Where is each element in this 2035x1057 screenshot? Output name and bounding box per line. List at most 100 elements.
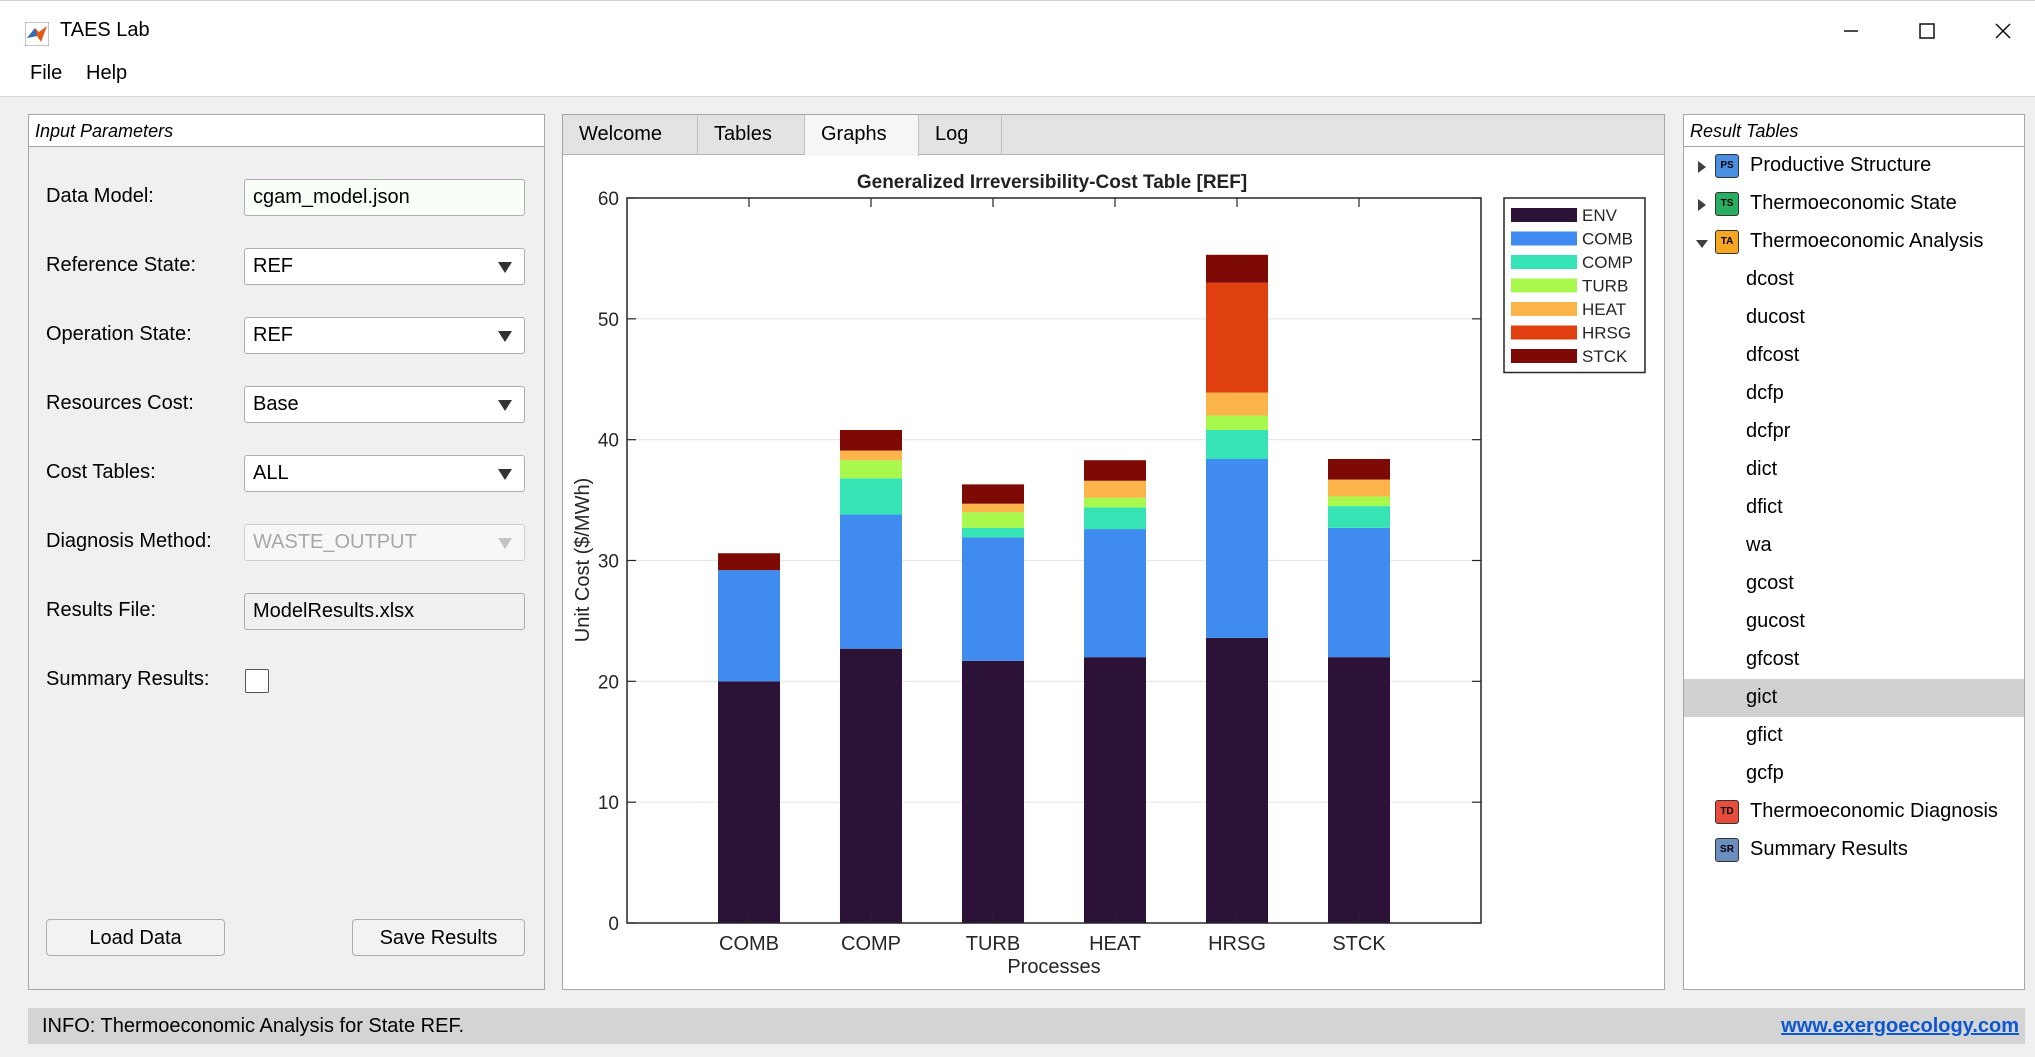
legend-swatch-heat xyxy=(1511,302,1577,316)
tree-leaf-label: gfict xyxy=(1746,724,1783,746)
ts-badge-icon: TS xyxy=(1715,192,1739,216)
y-tick-label: 40 xyxy=(598,431,619,452)
input-parameters-title: Input Parameters xyxy=(29,115,544,147)
diagnosis-method-label: Diagnosis Method: xyxy=(46,530,212,552)
tree-leaf-dfict[interactable]: dfict xyxy=(1684,489,2024,527)
y-tick-label: 10 xyxy=(598,793,619,814)
bar-segment-comp-heat xyxy=(1084,507,1146,530)
expand-right-icon[interactable] xyxy=(1698,199,1706,211)
x-axis-label: Processes xyxy=(1007,956,1100,978)
bar-segment-env-turb xyxy=(962,660,1024,923)
input-parameters-panel: Input Parameters Data Model: cgam_model.… xyxy=(28,114,545,990)
results-file-field[interactable]: ModelResults.xlsx xyxy=(244,593,525,630)
bar-segment-turb-heat xyxy=(1084,497,1146,508)
irreversibility-cost-chart: Generalized Irreversibility-Cost Table [… xyxy=(572,172,1646,978)
results-file-label: Results File: xyxy=(46,599,157,621)
tree-item-label: Thermoeconomic Analysis xyxy=(1750,230,1984,252)
tree-item-thermoeconomic-state[interactable]: TS Thermoeconomic State xyxy=(1684,185,2024,223)
legend-label-heat: HEAT xyxy=(1582,300,1626,319)
tree-leaf-gict[interactable]: gict xyxy=(1684,679,2024,717)
bar-segment-heat-turb xyxy=(962,503,1024,513)
bar-segment-stck-heat xyxy=(1084,460,1146,481)
bar-segment-comb-hrsg xyxy=(1206,459,1268,638)
ta-badge-icon: TA xyxy=(1715,230,1739,254)
bar-segment-heat-heat xyxy=(1084,480,1146,498)
minimize-button[interactable] xyxy=(1813,1,1889,61)
cost-tables-dropdown[interactable]: ALL xyxy=(244,455,525,492)
matlab-logo-icon xyxy=(25,22,49,46)
tree-leaf-label: gucost xyxy=(1746,610,1805,632)
x-tick-label: COMB xyxy=(719,933,779,955)
bar-segment-env-heat xyxy=(1084,657,1146,923)
tree-leaf-dcost[interactable]: dcost xyxy=(1684,261,2024,299)
bar-segment-heat-stck xyxy=(1328,479,1390,497)
y-tick-label: 30 xyxy=(598,552,619,573)
tree-leaf-gcost[interactable]: gcost xyxy=(1684,565,2024,603)
y-tick-label: 0 xyxy=(608,914,619,935)
tree-leaf-label: dfict xyxy=(1746,496,1783,518)
tree-item-label: Thermoeconomic State xyxy=(1750,192,1957,214)
tree-item-summary-results[interactable]: SR Summary Results xyxy=(1684,831,2024,869)
tree-leaf-dfcost[interactable]: dfcost xyxy=(1684,337,2024,375)
menu-file[interactable]: File xyxy=(30,62,63,84)
load-data-button[interactable]: Load Data xyxy=(46,919,225,956)
tab-graphs[interactable]: Graphs xyxy=(805,115,919,156)
tree-leaf-wa[interactable]: wa xyxy=(1684,527,2024,565)
bar-segment-hrsg-hrsg xyxy=(1206,282,1268,393)
tree-leaf-dict[interactable]: dict xyxy=(1684,451,2024,489)
tree-leaf-gucost[interactable]: gucost xyxy=(1684,603,2024,641)
legend-label-comb: COMB xyxy=(1582,230,1633,249)
y-tick-label: 60 xyxy=(598,189,619,210)
tree-leaf-dcfp[interactable]: dcfp xyxy=(1684,375,2024,413)
tab-welcome[interactable]: Welcome xyxy=(563,115,698,155)
bar-segment-stck-comb xyxy=(718,553,780,571)
tree-item-thermoeconomic-diagnosis[interactable]: TD Thermoeconomic Diagnosis xyxy=(1684,793,2024,831)
tree-leaf-gfcost[interactable]: gfcost xyxy=(1684,641,2024,679)
x-tick-label: COMP xyxy=(841,933,901,955)
chevron-down-icon xyxy=(498,538,512,549)
legend-label-turb: TURB xyxy=(1582,277,1628,296)
maximize-button[interactable] xyxy=(1889,1,1965,61)
tree-item-productive-structure[interactable]: PS Productive Structure xyxy=(1684,147,2024,185)
tree-leaf-label: gfcost xyxy=(1746,648,1800,670)
reference-state-label: Reference State: xyxy=(46,254,197,276)
data-model-field[interactable]: cgam_model.json xyxy=(244,179,525,216)
reference-state-dropdown[interactable]: REF xyxy=(244,248,525,285)
tree-item-label: Thermoeconomic Diagnosis xyxy=(1750,800,1998,822)
tree-leaf-dcfpr[interactable]: dcfpr xyxy=(1684,413,2024,451)
x-tick-label: HEAT xyxy=(1089,933,1141,955)
td-badge-icon: TD xyxy=(1715,800,1739,824)
resources-cost-dropdown[interactable]: Base xyxy=(244,386,525,423)
menu-help[interactable]: Help xyxy=(86,62,128,84)
tree-leaf-ducost[interactable]: ducost xyxy=(1684,299,2024,337)
result-tables-title: Result Tables xyxy=(1684,115,2024,147)
chart-ticks xyxy=(627,197,1481,924)
sr-badge-icon: SR xyxy=(1715,838,1739,862)
bar-segment-env-stck xyxy=(1328,657,1390,923)
tree-item-thermoeconomic-analysis[interactable]: TA Thermoeconomic Analysis xyxy=(1684,223,2024,261)
website-link[interactable]: www.exergoecology.com xyxy=(1781,1015,2019,1037)
status-message: INFO: Thermoeconomic Analysis for State … xyxy=(42,1015,465,1037)
expand-right-icon[interactable] xyxy=(1698,161,1706,173)
save-results-button[interactable]: Save Results xyxy=(352,919,525,956)
tree-leaf-label: wa xyxy=(1746,534,1772,556)
data-model-label: Data Model: xyxy=(46,185,154,207)
tree-leaf-gcfp[interactable]: gcfp xyxy=(1684,755,2024,793)
tree-leaf-label: dcost xyxy=(1746,268,1794,290)
tab-tables[interactable]: Tables xyxy=(698,115,805,155)
close-button[interactable] xyxy=(1965,1,2035,61)
legend-label-hrsg: HRSG xyxy=(1582,324,1631,343)
bar-segment-comp-hrsg xyxy=(1206,430,1268,459)
bar-segment-env-comb xyxy=(718,681,780,923)
chart-title: Generalized Irreversibility-Cost Table [… xyxy=(857,172,1247,193)
bar-segment-comp-turb xyxy=(962,527,1024,538)
operation-state-dropdown[interactable]: REF xyxy=(244,317,525,354)
legend-label-env: ENV xyxy=(1582,206,1618,225)
tree-leaf-label: dict xyxy=(1746,458,1778,480)
expand-down-icon[interactable] xyxy=(1696,240,1708,248)
x-tick-labels: COMB COMP TURB HEAT HRSG STCK xyxy=(719,933,1386,955)
tree-leaf-gfict[interactable]: gfict xyxy=(1684,717,2024,755)
bar-segment-turb-hrsg xyxy=(1206,415,1268,430)
tab-log[interactable]: Log xyxy=(919,115,1002,155)
summary-results-checkbox[interactable] xyxy=(245,669,269,693)
